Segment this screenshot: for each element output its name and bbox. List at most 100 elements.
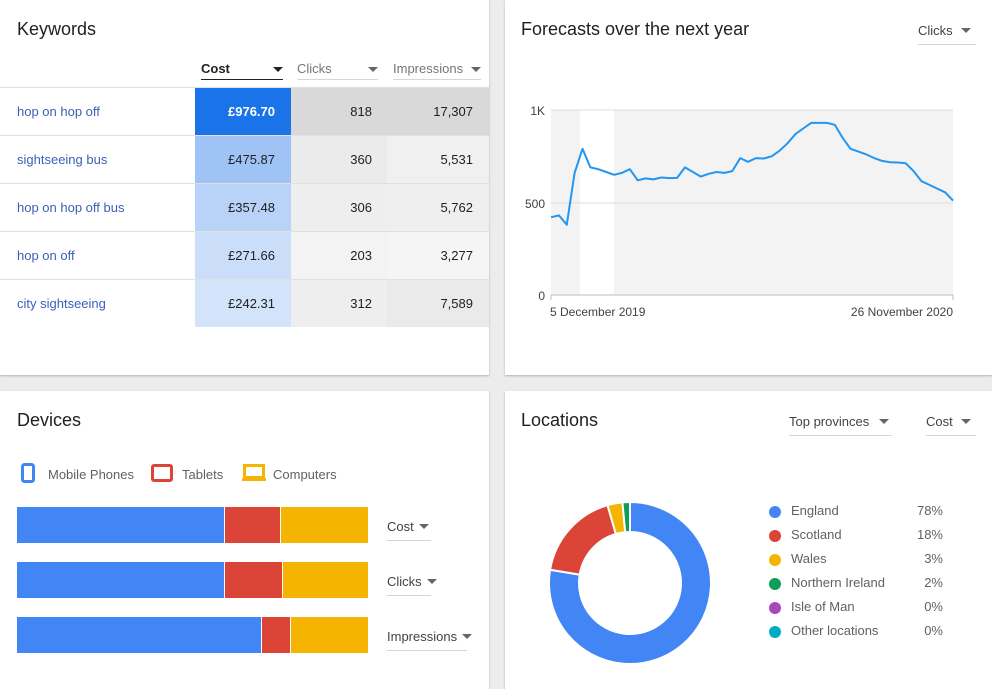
mobile-phone-icon (21, 463, 35, 483)
table-row: city sightseeing £242.31 312 7,589 (0, 279, 489, 327)
locations-donut-chart (548, 500, 712, 665)
caret-down-icon (426, 579, 437, 585)
location-name: Isle of Man (791, 599, 855, 614)
table-row: hop on hop off bus £357.48 306 5,762 (0, 183, 489, 231)
device-metric-dropdown[interactable]: Cost (387, 519, 431, 541)
mobile-phones-segment[interactable] (17, 617, 261, 653)
device-stacked-bar (17, 562, 368, 598)
y-tick-label-0: 0 (538, 289, 545, 303)
forecast-series-line (550, 121, 954, 226)
caret-down-icon (879, 419, 890, 425)
computers-segment[interactable] (282, 562, 368, 598)
y-tick-label-1k: 1K (530, 104, 545, 118)
location-legend-item[interactable]: Wales 3% (769, 551, 979, 569)
device-stacked-bar (17, 507, 368, 543)
location-percent: 0% (924, 623, 943, 638)
tablets-segment[interactable] (224, 507, 281, 543)
column-header-cost[interactable]: Cost (201, 61, 283, 80)
keyword-link[interactable]: sightseeing bus (17, 152, 108, 167)
england-slice[interactable] (548, 500, 712, 665)
location-percent: 78% (916, 503, 943, 518)
clicks-cell: 203 (291, 232, 387, 279)
location-name: Northern Ireland (791, 575, 885, 590)
legend-dot-icon (769, 626, 781, 638)
location-name: England (791, 503, 839, 518)
location-percent: 18% (916, 527, 943, 542)
cost-cell: £271.66 (195, 232, 291, 279)
caret-down-icon (960, 419, 971, 425)
keyword-link[interactable]: hop on hop off (17, 104, 100, 119)
device-metric-label: Impressions (387, 629, 458, 644)
impressions-cell: 7,589 (387, 280, 489, 327)
location-legend-item[interactable]: Northern Ireland 2% (769, 575, 979, 593)
locations-title: Locations (521, 410, 599, 430)
tablets-segment[interactable] (224, 562, 283, 598)
forecast-metric-dropdown[interactable]: Clicks (918, 23, 976, 45)
computers-segment[interactable] (280, 507, 368, 543)
location-legend-item[interactable]: Other locations 0% (769, 623, 979, 641)
column-header-impressions-label: Impressions (393, 61, 464, 76)
table-row: sightseeing bus £475.87 360 5,531 (0, 135, 489, 183)
cost-cell: £475.87 (195, 136, 291, 183)
caret-down-icon (462, 634, 473, 640)
keywords-card: Keywords Cost Clicks Impressions hop on … (0, 0, 489, 375)
location-legend-item[interactable]: Isle of Man 0% (769, 599, 979, 617)
location-legend-item[interactable]: Scotland 18% (769, 527, 979, 545)
devices-card: Devices Mobile Phones Tablets Computers … (0, 391, 489, 689)
tablet-icon (151, 464, 173, 482)
column-header-cost-label: Cost (201, 61, 230, 76)
device-metric-dropdown[interactable]: Impressions (387, 629, 473, 651)
caret-down-icon (960, 28, 971, 34)
mobile-phones-segment[interactable] (17, 507, 224, 543)
forecast-metric-label: Clicks (918, 23, 953, 38)
mobile-phones-segment[interactable] (17, 562, 224, 598)
forecast-title: Forecasts over the next year (521, 19, 750, 39)
caret-down-icon (471, 67, 481, 72)
locations-card: Locations Top provinces Cost England 78% S… (505, 391, 992, 689)
location-legend-item[interactable]: England 78% (769, 503, 979, 521)
tablets-segment[interactable] (261, 617, 291, 653)
device-metric-dropdown[interactable]: Clicks (387, 574, 437, 596)
locations-metric-dropdown[interactable]: Cost (926, 414, 976, 436)
location-name: Other locations (791, 623, 879, 638)
legend-dot-icon (769, 506, 781, 518)
locations-scope-dropdown[interactable]: Top provinces (789, 414, 892, 436)
legend-mobile-phones-label: Mobile Phones (48, 467, 134, 482)
x-tick-label-end: 26 November 2020 (851, 305, 953, 319)
x-tick-label-start: 5 December 2019 (550, 305, 646, 319)
legend-dot-icon (769, 602, 781, 614)
caret-down-icon (418, 524, 429, 530)
device-metric-label: Cost (387, 519, 414, 534)
impressions-cell: 3,277 (387, 232, 489, 279)
clicks-cell: 306 (291, 184, 387, 231)
devices-title: Devices (17, 410, 82, 430)
caret-down-icon (273, 67, 283, 72)
laptop-icon (242, 464, 266, 481)
table-row: hop on hop off £976.70 818 17,307 (0, 87, 489, 135)
locations-scope-label: Top provinces (789, 414, 870, 429)
computers-segment[interactable] (290, 617, 368, 653)
legend-dot-icon (769, 530, 781, 542)
locations-metric-label: Cost (926, 414, 953, 429)
impressions-cell: 5,531 (387, 136, 489, 183)
cost-cell: £242.31 (195, 280, 291, 327)
forecast-card: Forecasts over the next year Clicks 1K 5… (505, 0, 992, 375)
legend-dot-icon (769, 578, 781, 590)
legend-computers-label: Computers (273, 467, 337, 482)
forecast-line-chart: 1K 500 0 5 December 2019 26 November 202… (525, 104, 954, 319)
location-percent: 2% (924, 575, 943, 590)
table-row: hop on off £271.66 203 3,277 (0, 231, 489, 279)
keyword-link[interactable]: city sightseeing (17, 296, 106, 311)
location-name: Scotland (791, 527, 842, 542)
column-header-impressions[interactable]: Impressions (393, 61, 481, 80)
legend-tablets-label: Tablets (182, 467, 224, 482)
northern-ireland-slice[interactable] (621, 500, 631, 534)
caret-down-icon (368, 67, 378, 72)
column-header-clicks[interactable]: Clicks (297, 61, 378, 80)
keyword-link[interactable]: hop on off (17, 248, 75, 263)
device-stacked-bar (17, 617, 368, 653)
location-percent: 0% (924, 599, 943, 614)
scotland-slice[interactable] (548, 503, 618, 576)
keyword-link[interactable]: hop on hop off bus (17, 200, 125, 215)
clicks-cell: 360 (291, 136, 387, 183)
